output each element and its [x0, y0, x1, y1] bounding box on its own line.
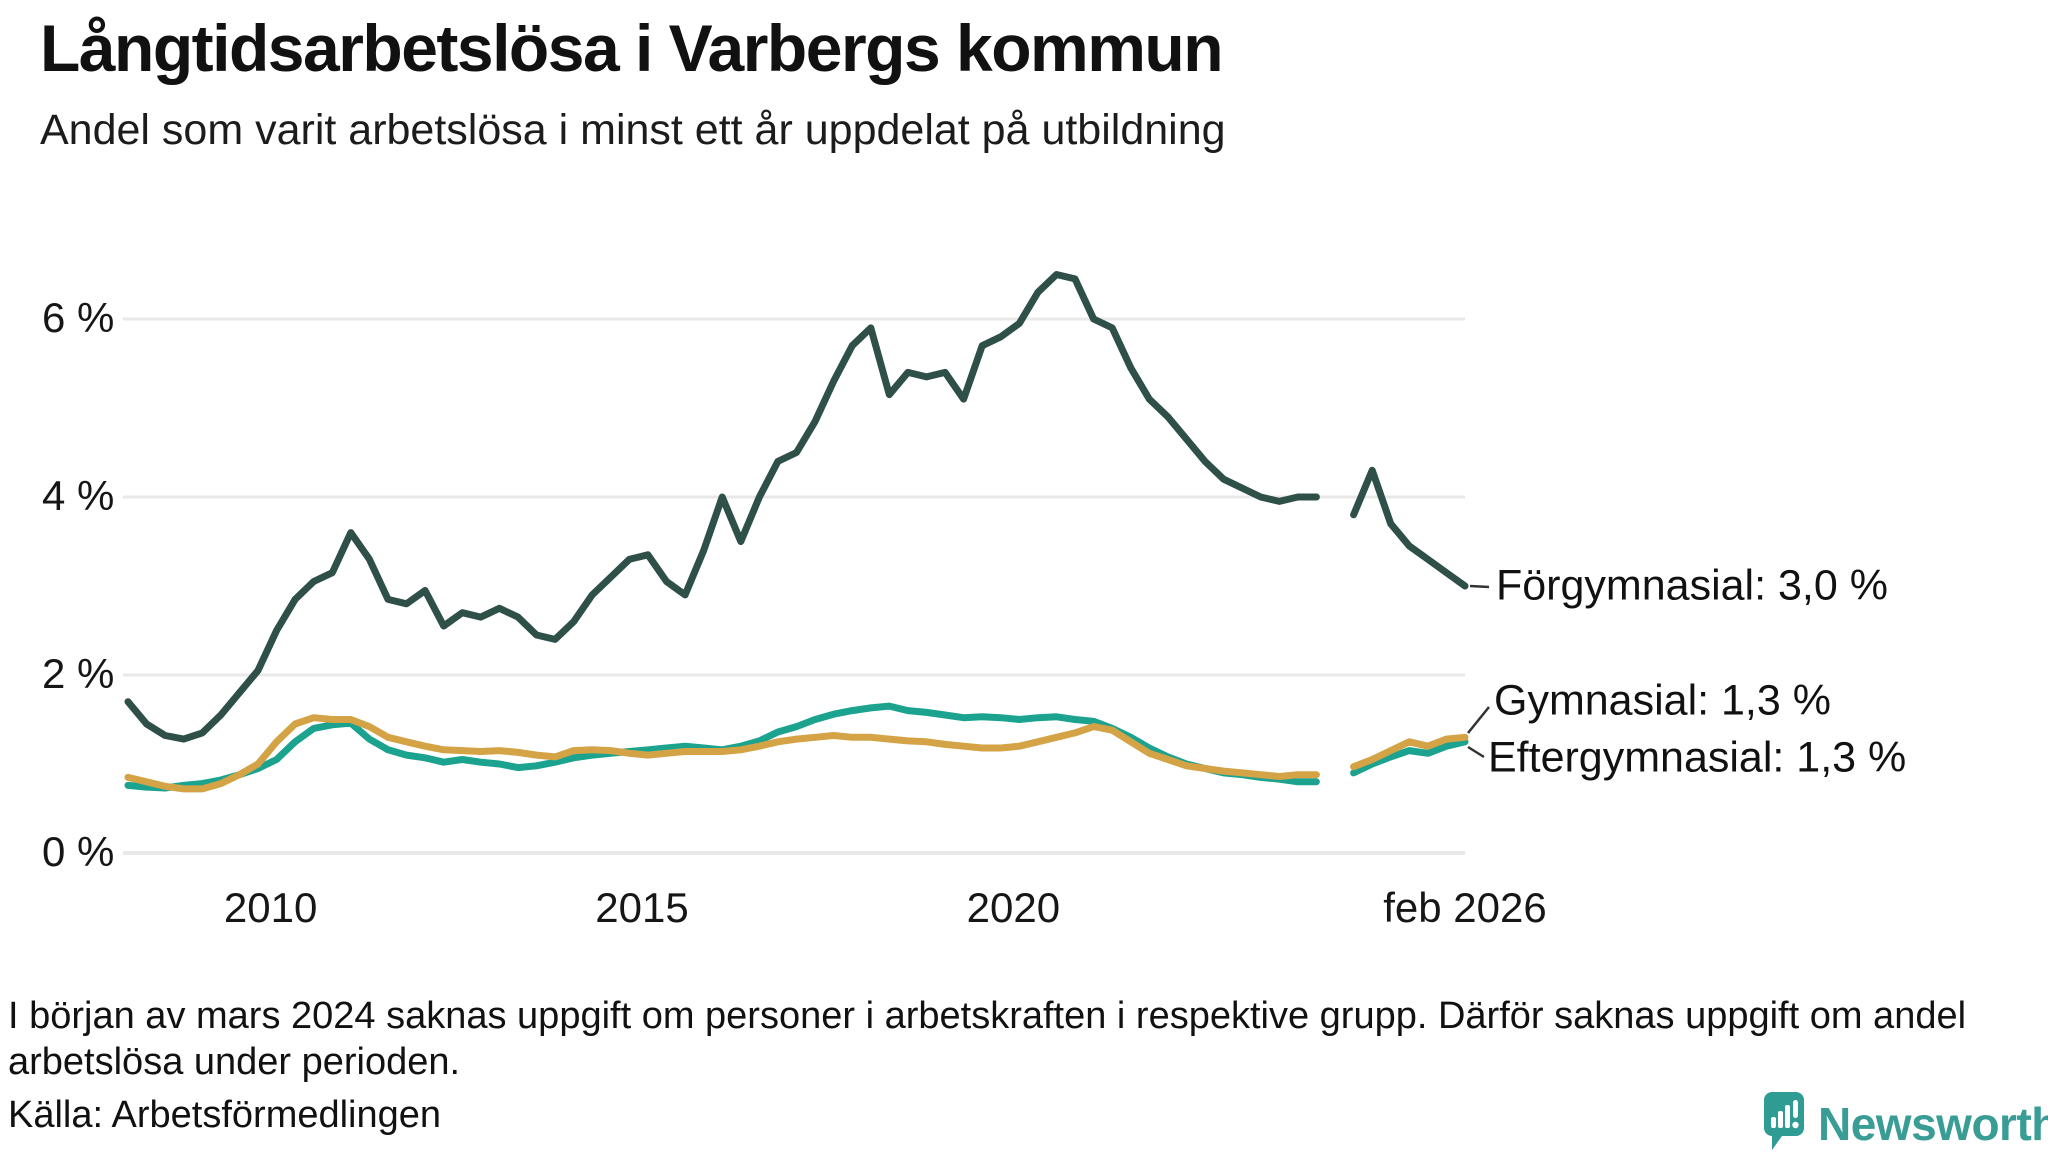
annotation-connector-0 — [1469, 584, 1490, 589]
x-tick-label-2015: 2015 — [595, 884, 689, 931]
annotation-gymnasial: Gymnasial: 1,3 % — [1494, 676, 1831, 725]
line-förgymnasial — [124, 271, 1469, 743]
y-tick-label-0: 0 % — [42, 828, 115, 876]
annotation-connector-2 — [1467, 745, 1485, 759]
annotation-eftergymnasial: Eftergymnasial: 1,3 % — [1488, 733, 1907, 782]
annotation-förgymnasial: Förgymnasial: 3,0 % — [1496, 561, 1888, 610]
footnote: I början av mars 2024 saknas uppgift om … — [8, 995, 1967, 1083]
source-line: Källa: Arbetsförmedlingen — [8, 1094, 442, 1136]
newsworthy-logo-text: Newsworthy — [1818, 1097, 2048, 1150]
newsworthy-logo-icon — [1764, 1092, 1804, 1152]
page-subtitle: Andel som varit arbetslösa i minst ett å… — [40, 106, 1226, 154]
x-tick-label-2010: 2010 — [223, 884, 318, 931]
line-gymnasial — [124, 714, 1469, 793]
page-title: Långtidsarbetslösa i Varbergs kommun — [40, 11, 1224, 85]
y-tick-label-2: 2 % — [42, 650, 115, 698]
newsworthy-logo: Newsworthy — [1764, 1092, 2048, 1152]
x-tick-label-2020: 2020 — [966, 884, 1061, 931]
y-tick-label-6: 6 % — [42, 294, 115, 342]
annotation-connector-1 — [1467, 706, 1490, 734]
x-tick-label-feb-2026: feb 2026 — [1383, 884, 1547, 931]
y-tick-label-4: 4 % — [42, 472, 115, 520]
